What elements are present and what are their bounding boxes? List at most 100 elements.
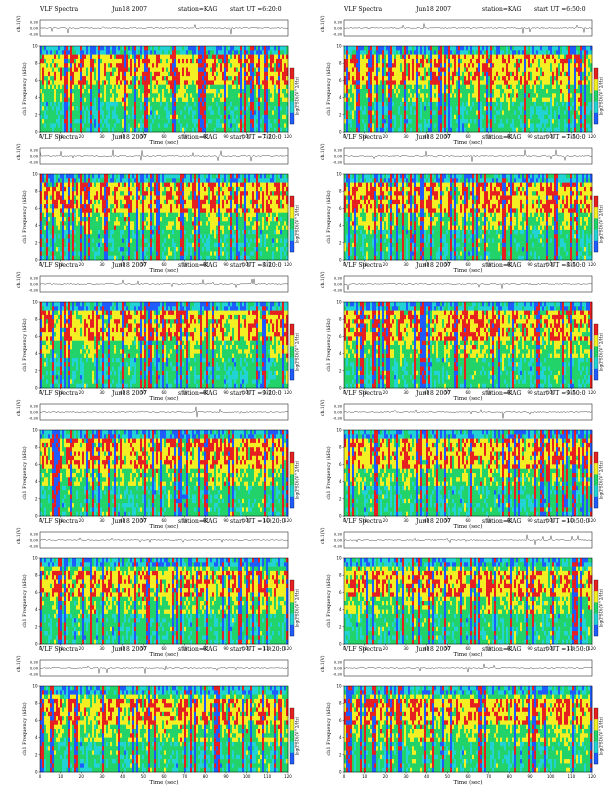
spectrogram-cell — [142, 123, 145, 128]
spectrogram-cell — [460, 46, 463, 51]
spectrogram-cell — [366, 119, 369, 124]
spectrogram-cell — [492, 76, 495, 81]
spectrogram-cell — [344, 54, 347, 60]
spectrogram-cell — [504, 71, 507, 77]
spectrogram-cell — [172, 110, 175, 116]
spectrogram-cell — [114, 84, 117, 90]
spectrogram-cell — [446, 84, 449, 90]
spectrogram-cell — [116, 114, 119, 120]
spectrogram-cell — [378, 97, 381, 103]
spectrogram-cell — [40, 58, 43, 64]
spectrogram-cell — [130, 127, 133, 133]
spectrogram-cell — [94, 80, 97, 85]
spectrogram-cell — [72, 97, 75, 103]
spectrogram-cell — [80, 63, 83, 68]
spectrogram-cell — [122, 106, 125, 111]
spectrogram-cell — [554, 114, 557, 120]
spectrogram-cell — [244, 110, 247, 116]
spectrogram-cell — [128, 54, 131, 60]
spectrogram-cell — [490, 123, 493, 128]
spectrogram-cell — [530, 123, 533, 128]
spectrogram-cell — [356, 58, 359, 64]
spectrogram-cell — [244, 114, 247, 120]
spectrogram-cell — [484, 58, 487, 64]
spectrogram-cell — [226, 63, 229, 68]
spectrogram-cell — [46, 84, 49, 90]
spectrogram-cell — [582, 50, 585, 55]
spectrogram-cell — [260, 119, 263, 124]
spectrogram-cell — [390, 50, 393, 55]
spectrogram-cell — [478, 127, 481, 133]
spectrogram-cell — [86, 114, 89, 120]
spectrogram-cell — [260, 63, 263, 68]
spectrogram-cell — [54, 127, 57, 133]
spectrogram-cell — [486, 58, 489, 64]
spectrogram-cell — [46, 71, 49, 77]
spectrogram-cell — [94, 46, 97, 51]
spectrogram-cell — [198, 127, 201, 133]
spectrogram-cell — [130, 67, 133, 73]
spectrogram-cell — [268, 123, 271, 128]
spectrogram-cell — [220, 71, 223, 77]
spectrogram-cell — [418, 71, 421, 77]
spectrogram-cell — [540, 67, 543, 73]
spectrogram-cell — [460, 106, 463, 111]
spectrogram-cell — [174, 80, 177, 85]
spectrogram-cell — [380, 54, 383, 60]
spectrogram-cell — [422, 76, 425, 81]
spectrogram-cell — [240, 67, 243, 73]
spectrogram-cell — [444, 46, 447, 51]
spectrogram-cell — [46, 58, 49, 64]
spectrogram-cell — [168, 67, 171, 73]
spectrogram-cell — [354, 46, 357, 51]
spectrogram-cell — [270, 76, 273, 81]
spectrogram-cell — [352, 89, 355, 94]
spectrogram-cell — [492, 58, 495, 64]
spectrogram-cell — [60, 127, 63, 133]
spectrogram-cell — [568, 106, 571, 111]
spectrogram-cell — [152, 67, 155, 73]
spectrogram-cell — [484, 110, 487, 116]
spectrogram-cell — [222, 127, 225, 133]
spectrogram-cell — [222, 89, 225, 94]
spectrogram-cell — [388, 93, 391, 98]
spectrogram-cell — [438, 54, 441, 60]
spectrogram-cell — [232, 67, 235, 73]
spectrogram-cell — [572, 67, 575, 73]
spectrogram-cell — [536, 63, 539, 68]
spectrogram-cell — [354, 101, 357, 107]
spectrogram-cell — [176, 50, 179, 55]
spectrogram-cell — [374, 97, 377, 103]
spectrogram-cell — [572, 76, 575, 81]
spectrogram-cell — [50, 54, 53, 60]
spectrogram-cell — [130, 58, 133, 64]
spectrogram-cell — [550, 127, 553, 133]
spectrogram-cell — [240, 50, 243, 55]
spectrogram-cell — [578, 76, 581, 81]
spectrogram-cell — [156, 127, 159, 133]
spectrogram-cell — [66, 58, 69, 64]
spectrogram-cell — [492, 110, 495, 116]
spectrogram-cell — [522, 63, 525, 68]
spectrogram-cell — [386, 50, 389, 55]
spectrogram-cell — [144, 123, 147, 128]
spectrogram-cell — [420, 54, 423, 60]
spectrogram-cell — [524, 63, 527, 68]
spectrogram-cell — [586, 89, 589, 94]
spectrogram-cell — [352, 106, 355, 111]
spectrogram-cell — [182, 80, 185, 85]
spectrogram-cell — [452, 84, 455, 90]
spectrogram-cell — [216, 54, 219, 60]
spectrogram-cell — [48, 46, 51, 51]
spectrogram-cell — [368, 127, 371, 133]
spectrogram-cell — [372, 58, 375, 64]
spectrogram-cell — [110, 110, 113, 116]
spectrogram-cell — [564, 63, 567, 68]
spectrogram-cell — [502, 46, 505, 51]
spectrogram-cell — [380, 84, 383, 90]
spectrogram-cell — [474, 71, 477, 77]
spectrogram-cell — [166, 58, 169, 64]
spectrogram-cell — [458, 50, 461, 55]
spectrogram-cell — [422, 50, 425, 55]
spectrogram-cell — [190, 76, 193, 81]
